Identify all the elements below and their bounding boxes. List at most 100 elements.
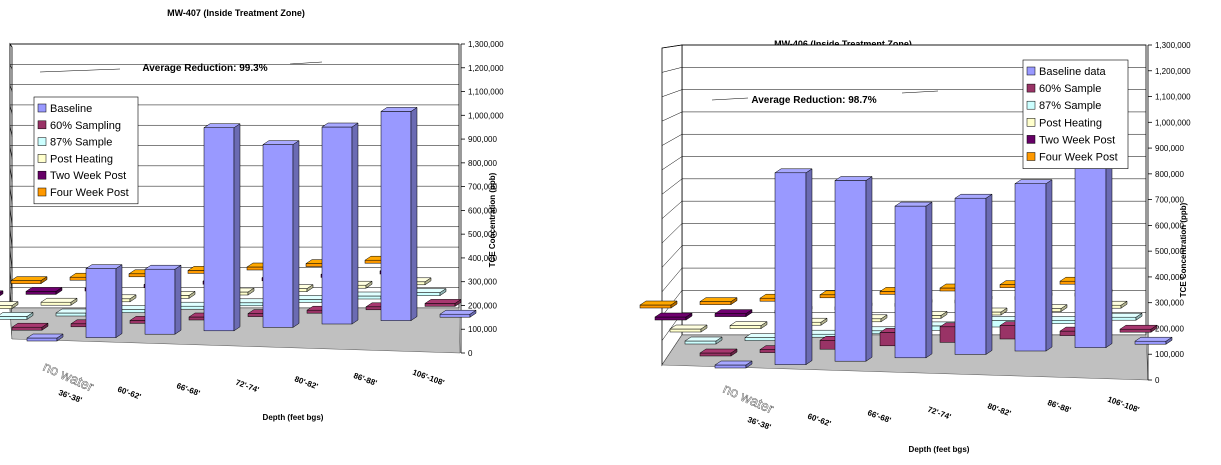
y-tick-label: 400,000 <box>1155 273 1184 282</box>
legend <box>1022 59 1129 169</box>
x-tick-label: 106'-108' <box>411 368 445 388</box>
gridline <box>661 245 683 268</box>
bar-top <box>834 176 873 181</box>
legend-swatch <box>37 103 47 113</box>
y-tick-label: 500,000 <box>1155 247 1184 256</box>
legend-swatch <box>1026 66 1036 76</box>
y-tick-label: 100,000 <box>1155 350 1184 359</box>
x-tick-label: 80'-82' <box>986 401 1012 418</box>
legend-swatch <box>1026 83 1036 93</box>
x-axis-label: Depth (feet bgs) <box>909 445 970 454</box>
bar-post-heating <box>40 301 72 306</box>
gridline <box>9 145 13 160</box>
x-tick-label: 36'-38' <box>746 415 772 432</box>
bar-baseline <box>321 126 353 325</box>
bar-top <box>40 297 78 303</box>
no-water-note: no water <box>41 358 97 395</box>
bar-baseline-data <box>954 197 987 355</box>
bar-two-week-post <box>654 316 687 321</box>
gridline <box>661 89 683 98</box>
y-tick-label: 1,000,000 <box>1155 118 1191 127</box>
gridline <box>9 186 13 205</box>
bar-baseline-data <box>1134 340 1167 345</box>
bar-60-sample <box>1119 328 1152 333</box>
bar-baseline-data <box>894 205 927 359</box>
y-axis-label: TCE Concentration (ppb) <box>488 172 497 267</box>
average-reduction-annotation: Average Reduction: 99.3% <box>142 63 267 74</box>
x-tick-label: 72'-74' <box>234 378 260 395</box>
bar-post-heating <box>669 328 702 333</box>
bar-top <box>714 309 753 314</box>
gridline <box>661 67 683 73</box>
gridline <box>9 226 13 250</box>
x-tick-label: 80'-82' <box>293 374 319 391</box>
bar-side <box>985 193 993 355</box>
bar-top <box>729 321 768 326</box>
bar-top <box>26 333 64 339</box>
bar-side <box>115 264 123 339</box>
x-tick-label: 86'-88' <box>1046 398 1072 415</box>
y-tick-label: 700,000 <box>468 183 497 192</box>
x-tick-label: 66'-68' <box>866 408 892 425</box>
legend-label: Two Week Post <box>1039 134 1115 146</box>
bar-top <box>894 201 933 207</box>
gridline <box>661 200 683 219</box>
gridline <box>9 247 13 272</box>
gridline <box>661 111 683 122</box>
bar-side <box>925 201 933 359</box>
y-tick-label: 200,000 <box>1155 324 1184 333</box>
bar-top <box>262 140 300 145</box>
y-tick-label: 1,200,000 <box>468 64 504 73</box>
bar-baseline <box>262 144 294 328</box>
y-tick-label: 1,100,000 <box>1155 93 1191 102</box>
x-tick-label: 36'-38' <box>57 388 83 405</box>
chart-title: MW-406 (Inside Treatment Zone) <box>774 39 912 49</box>
legend-label: 60% Sampling <box>50 120 121 132</box>
legend-label: Baseline <box>50 103 92 115</box>
y-tick-label: 800,000 <box>1155 170 1184 179</box>
bar-top <box>321 122 359 128</box>
annotation-line <box>901 90 939 94</box>
y-tick-label: 600,000 <box>468 206 497 215</box>
bar-top <box>0 312 34 317</box>
bar-top <box>380 107 418 112</box>
legend-label: 87% Sample <box>50 137 112 149</box>
annotation-line <box>289 61 323 65</box>
y-tick-label: 1,000,000 <box>468 111 504 120</box>
bar-top <box>654 312 693 318</box>
bar-side <box>174 264 182 335</box>
bar-side <box>233 123 241 332</box>
bar-top <box>0 301 19 306</box>
bar-top <box>954 193 993 199</box>
y-tick-label: 0 <box>1155 376 1160 385</box>
bar-baseline-data <box>1014 183 1047 352</box>
y-tick-label: 200,000 <box>468 301 497 310</box>
chart-1: MW-407 (Inside Treatment Zone) 0 100,000 20… <box>0 8 504 422</box>
y-tick-label: 1,300,000 <box>1155 41 1191 50</box>
bar-top <box>1014 179 1053 184</box>
bar-side <box>410 106 418 322</box>
x-tick-label: 106'-108' <box>1106 395 1140 415</box>
bar-side <box>865 176 873 362</box>
bar-baseline <box>380 111 412 321</box>
no-water-note: no water <box>721 380 777 417</box>
y-tick-label: 300,000 <box>1155 299 1184 308</box>
legend <box>33 96 139 205</box>
bar-four-week-post <box>639 304 672 309</box>
gridline <box>661 178 683 195</box>
bar-top <box>85 264 123 269</box>
bar-top <box>669 324 708 330</box>
bar-60-sampling <box>11 326 43 331</box>
gridline <box>9 206 13 227</box>
x-tick-label: 66'-68' <box>175 381 201 398</box>
legend-swatch <box>1026 118 1036 127</box>
bar-87-sample <box>0 316 28 320</box>
gridline <box>9 43 13 48</box>
legend-label: 60% Sample <box>1039 83 1101 95</box>
bar-side <box>1045 179 1053 352</box>
legend-swatch <box>1026 100 1036 110</box>
legend-label: Two Week Post <box>50 170 126 182</box>
bar-top <box>144 264 182 270</box>
legend-swatch <box>37 120 47 130</box>
bar-post-heating <box>729 325 762 329</box>
